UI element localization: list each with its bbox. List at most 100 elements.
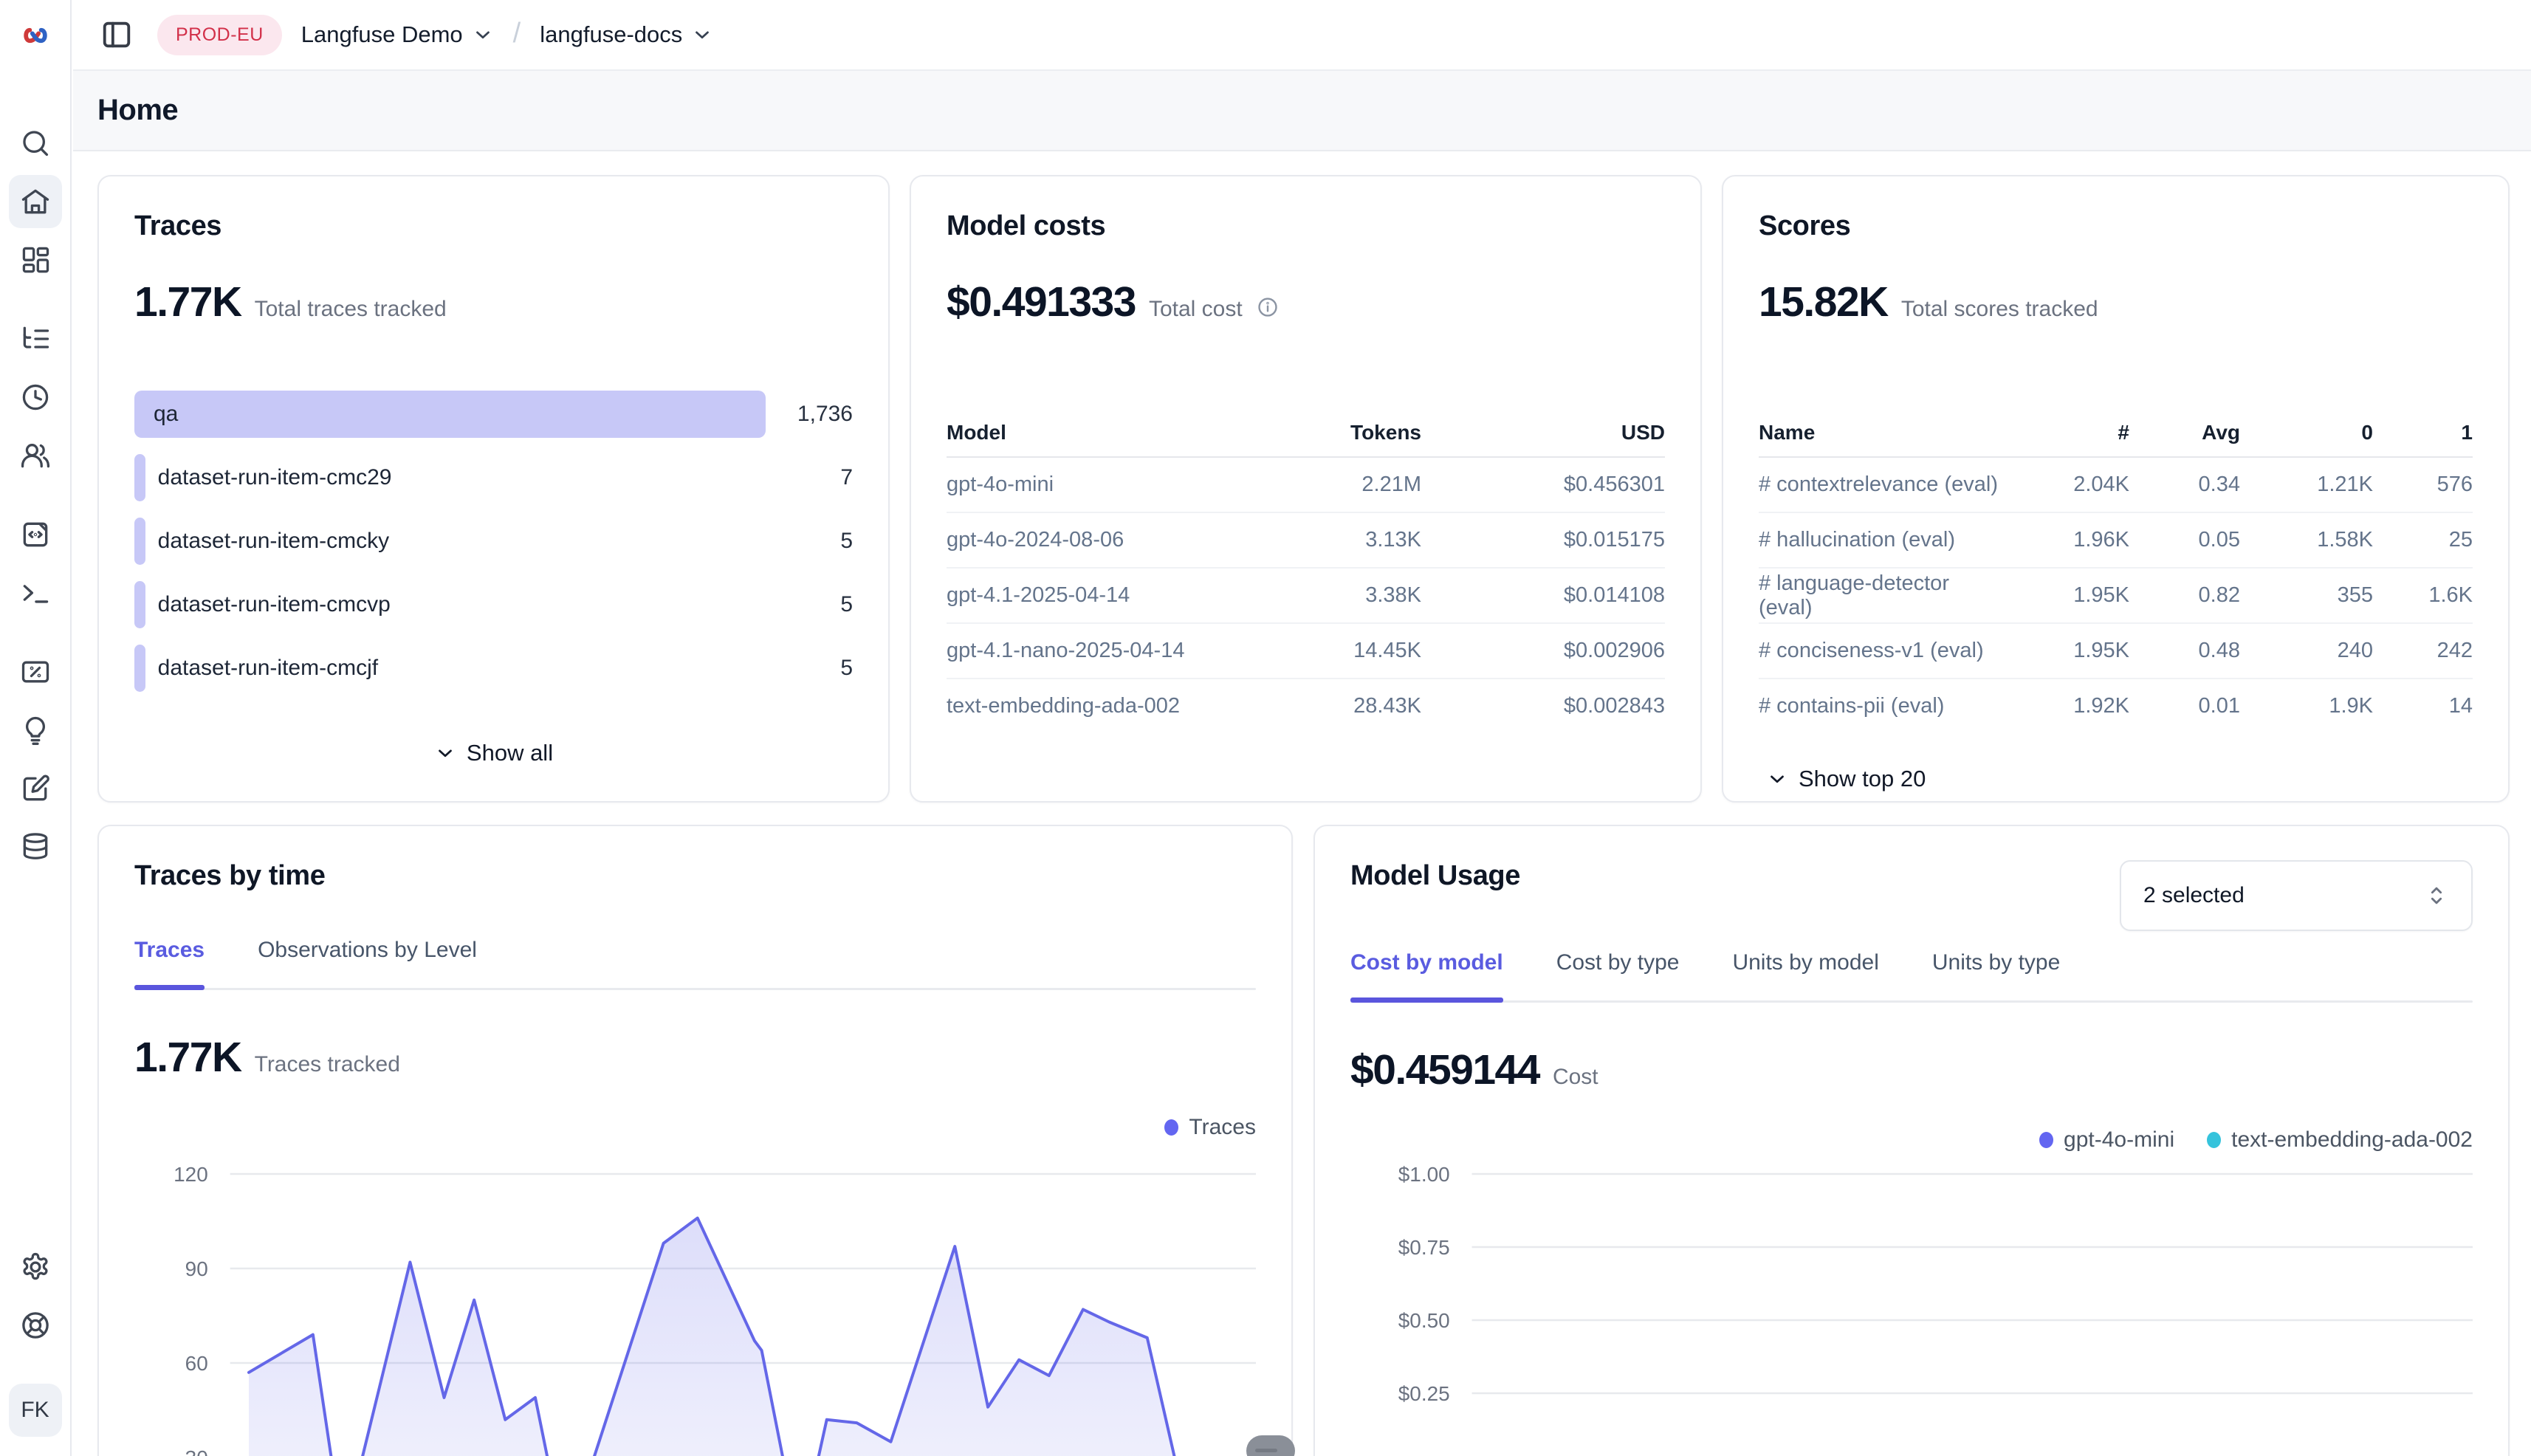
sidebar-item-annotation[interactable]	[9, 762, 62, 815]
legend-label: text-embedding-ada-002	[2231, 1127, 2473, 1153]
sidebar-item-dashboards[interactable]	[9, 233, 62, 286]
tab-units-by-model[interactable]: Units by model	[1732, 950, 1878, 1000]
tab-traces[interactable]: Traces	[134, 938, 205, 988]
trace-bar-row[interactable]: qa 1,736	[134, 382, 853, 446]
chevron-down-icon	[691, 24, 713, 46]
traces-tracked-value: 1.77K	[134, 1033, 241, 1082]
legend-label: Traces	[1189, 1115, 1256, 1140]
table-header-cell: Name	[1759, 421, 2000, 444]
cost-metric-label: Cost	[1553, 1065, 1598, 1090]
org-name: Langfuse Demo	[301, 21, 463, 48]
chevron-down-icon	[434, 742, 456, 764]
table-row: # contains-pii (eval)1.92K0.011.9K14	[1759, 678, 2473, 733]
terminal-icon	[19, 577, 52, 609]
table-cell: 1.9K	[2240, 694, 2373, 718]
table-cell: $0.456301	[1421, 473, 1665, 497]
list-tree-icon	[19, 323, 52, 355]
square-pen-icon	[19, 772, 52, 805]
trace-count: 5	[766, 656, 853, 681]
avatar[interactable]: FK	[9, 1384, 62, 1437]
table-cell: gpt-4.1-nano-2025-04-14	[947, 639, 1207, 663]
trace-bar-row[interactable]: dataset-run-item-cmc297	[134, 446, 853, 509]
table-cell: 0.34	[2129, 473, 2240, 497]
table-cell: gpt-4o-2024-08-06	[947, 528, 1207, 552]
sidebar-toggle-button[interactable]	[95, 13, 138, 56]
sidebar-item-evaluation[interactable]	[9, 645, 62, 698]
trace-bar-row[interactable]: dataset-run-item-cmcjf 5	[134, 636, 853, 700]
sidebar-nav	[9, 117, 62, 879]
breadcrumb-separator: /	[513, 18, 521, 49]
sidebar-item-tracing[interactable]	[9, 312, 62, 365]
sidebar: FK	[0, 0, 72, 1456]
table-cell: 3.38K	[1207, 583, 1421, 608]
sidebar-item-search[interactable]	[9, 117, 62, 170]
table-cell: 1.95K	[2000, 639, 2129, 663]
show-top-20-button[interactable]: Show top 20	[1759, 766, 2473, 792]
table-cell: 0.82	[2129, 583, 2240, 608]
table-cell: 1.21K	[2240, 473, 2373, 497]
legend-item[interactable]: gpt-4o-mini	[2039, 1127, 2174, 1153]
table-cell: 0.01	[2129, 694, 2240, 718]
sidebar-item-prompts[interactable]	[9, 508, 62, 561]
legend-item[interactable]: Traces	[1164, 1115, 1256, 1140]
sidebar-item-users[interactable]	[9, 429, 62, 482]
info-icon[interactable]	[1256, 295, 1280, 319]
knot-logo-icon	[18, 18, 52, 52]
org-switcher[interactable]: Langfuse Demo	[301, 21, 494, 48]
model-usage-legend: gpt-4o-mini text-embedding-ada-002	[1350, 1125, 2473, 1155]
model-select[interactable]: 2 selected	[2120, 860, 2473, 931]
trace-bar	[134, 581, 145, 628]
sidebar-item-settings[interactable]	[9, 1240, 62, 1294]
trace-bar-row[interactable]: dataset-run-item-cmcky5	[134, 509, 853, 573]
legend-item[interactable]: text-embedding-ada-002	[2207, 1127, 2473, 1153]
model-usage-card: Model Usage 2 selected Cost by modelCost…	[1313, 825, 2510, 1456]
trace-count: 1,736	[766, 402, 853, 427]
traces-card-title: Traces	[134, 210, 853, 242]
sidebar-item-home[interactable]	[9, 175, 62, 228]
lifebuoy-icon	[19, 1309, 52, 1342]
tab-cost-by-model[interactable]: Cost by model	[1350, 950, 1503, 1000]
horizontal-scrollbar-thumb[interactable]	[1246, 1435, 1295, 1456]
traces-by-time-card: Traces by time Traces Observations by Lev…	[97, 825, 1293, 1456]
trace-label: qa	[154, 402, 178, 427]
svg-text:90: 90	[185, 1257, 208, 1280]
clock-icon	[19, 381, 52, 413]
table-row: gpt-4.1-nano-2025-04-1414.45K$0.002906	[947, 622, 1665, 678]
tab-observations-by-level[interactable]: Observations by Level	[258, 938, 477, 988]
sidebar-item-insights[interactable]	[9, 704, 62, 757]
table-cell: gpt-4o-mini	[947, 473, 1207, 497]
chevrons-up-down-icon	[2424, 883, 2449, 908]
table-cell: # contains-pii (eval)	[1759, 694, 2000, 718]
project-switcher[interactable]: langfuse-docs	[540, 21, 713, 48]
trace-label: dataset-run-item-cmcjf	[158, 656, 378, 681]
page-title: Home	[97, 94, 178, 127]
table-row: # hallucination (eval)1.96K0.051.58K25	[1759, 512, 2473, 567]
table-cell: 1.58K	[2240, 528, 2373, 552]
scores-metric-label: Total scores tracked	[1901, 297, 2098, 322]
show-all-button[interactable]: Show all	[134, 740, 853, 766]
environment-badge: PROD-EU	[157, 15, 282, 55]
traces-by-time-title: Traces by time	[134, 860, 1256, 892]
table-row: # language-detector (eval)1.95K0.823551.…	[1759, 567, 2473, 622]
cost-metric-value: $0.459144	[1350, 1045, 1539, 1094]
trace-bar-row[interactable]: dataset-run-item-cmcvp5	[134, 573, 853, 636]
sidebar-item-playground[interactable]	[9, 566, 62, 619]
table-row: gpt-4o-mini2.21M$0.456301	[947, 456, 1665, 512]
page-header: Home	[73, 71, 2531, 151]
svg-text:120: 120	[174, 1163, 208, 1186]
table-cell: $0.002906	[1421, 639, 1665, 663]
chevron-down-icon	[472, 24, 494, 46]
sidebar-item-support[interactable]	[9, 1299, 62, 1352]
sidebar-item-datasets[interactable]	[9, 820, 62, 873]
table-cell: 1.95K	[2000, 583, 2129, 608]
scores-metric-value: 15.82K	[1759, 278, 1888, 326]
tab-units-by-type[interactable]: Units by type	[1932, 950, 2060, 1000]
file-code-icon	[19, 518, 52, 551]
table-cell: 3.13K	[1207, 528, 1421, 552]
langfuse-logo[interactable]	[0, 0, 71, 71]
table-row: # contextrelevance (eval)2.04K0.341.21K5…	[1759, 456, 2473, 512]
lightbulb-icon	[19, 714, 52, 746]
sidebar-item-sessions[interactable]	[9, 371, 62, 424]
table-cell: # conciseness-v1 (eval)	[1759, 639, 2000, 663]
tab-cost-by-type[interactable]: Cost by type	[1556, 950, 1680, 1000]
